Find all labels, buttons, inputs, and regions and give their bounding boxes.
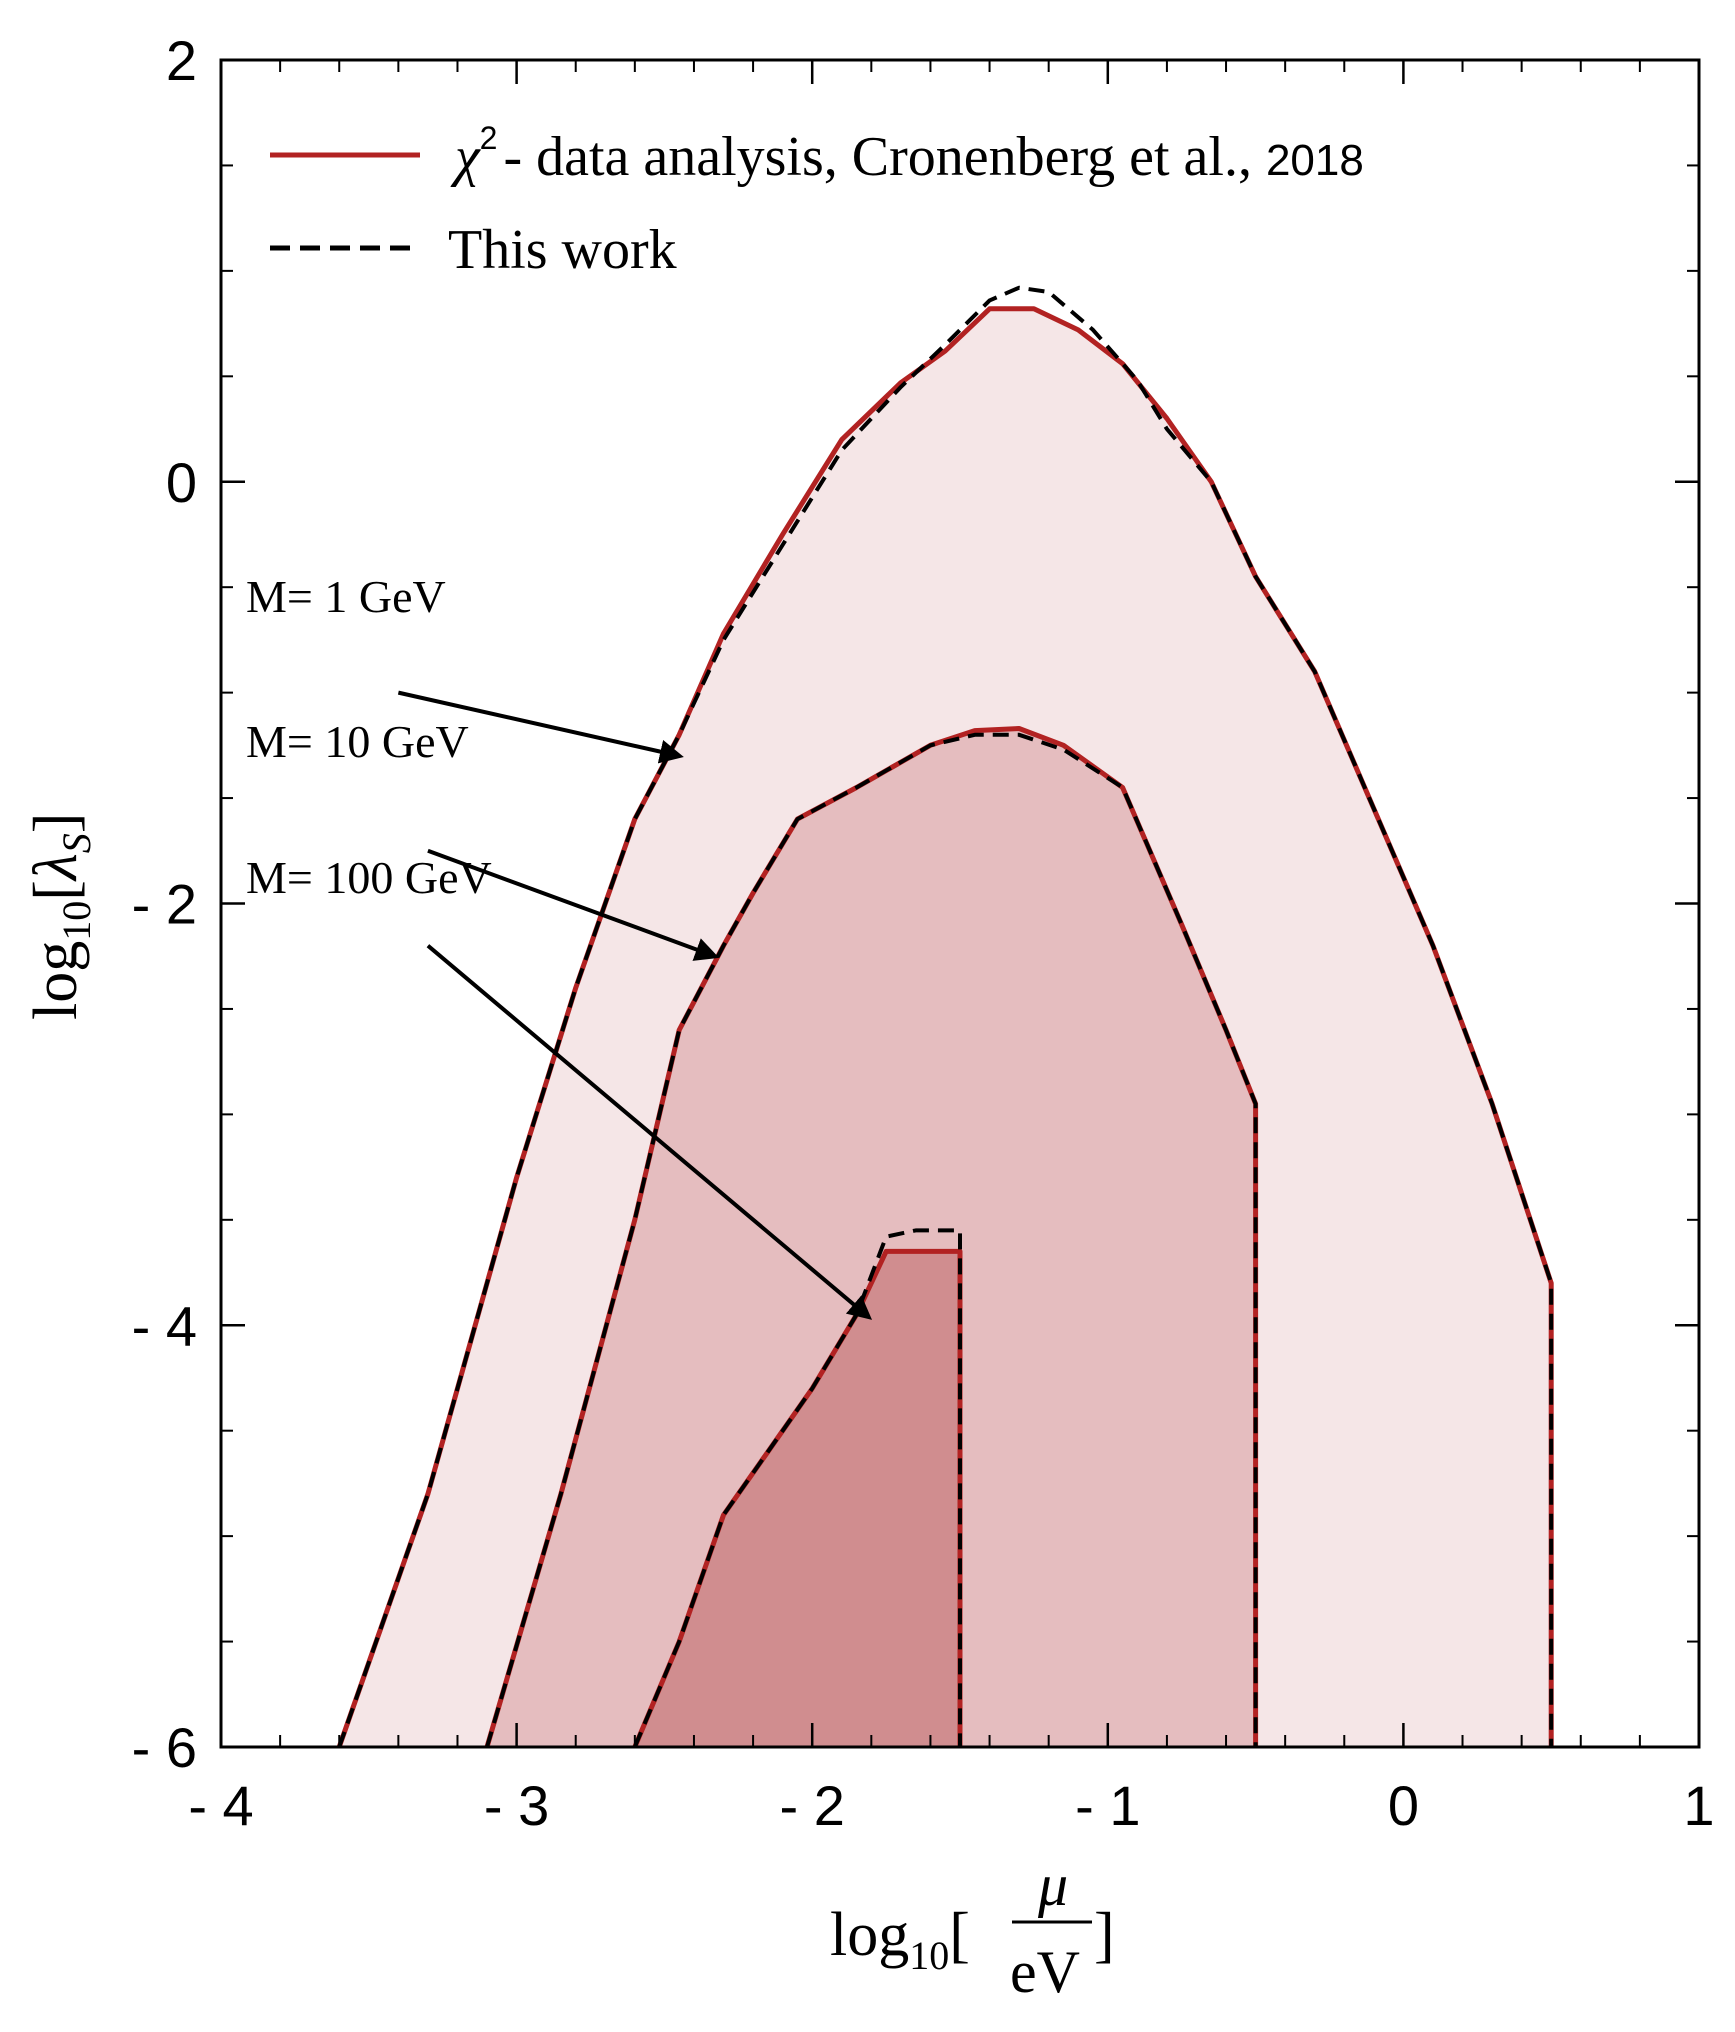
legend-entry-1-year: 2018 xyxy=(1266,136,1364,185)
y-label-log: log xyxy=(22,941,90,1020)
region-m-10-gev xyxy=(487,728,1256,1747)
legend-entry-2: This work xyxy=(448,219,677,281)
x-label-close: ] xyxy=(1094,1901,1115,1969)
x-tick-label: - 2 xyxy=(780,1774,845,1837)
legend-entry-1: χ2- data analysis, Cronenberg et al., 20… xyxy=(450,120,1364,188)
annotation-m10: M= 10 GeV xyxy=(246,716,469,767)
annotation-arrow xyxy=(397,690,684,764)
curve-dashed-m-1-gev xyxy=(337,285,1554,1748)
x-tick-label: - 4 xyxy=(188,1774,253,1837)
y-tick-label: 0 xyxy=(166,451,197,514)
x-label-den: eV xyxy=(1010,1939,1080,2005)
y-tick-label: 2 xyxy=(166,29,197,92)
curve-dashed-m-10-gev xyxy=(485,732,1258,1748)
y-label-text: log10[λS] xyxy=(22,813,99,1020)
y-label-open: [ xyxy=(22,880,90,901)
x-label-open: [ xyxy=(949,1901,970,1969)
x-tick-label: 1 xyxy=(1683,1774,1714,1837)
y-label-sub: 10 xyxy=(54,901,99,941)
annotation-arrow xyxy=(427,848,720,961)
x-label-num: μ xyxy=(1037,1852,1068,1918)
annotations: M= 1 GeV M= 10 GeV M= 100 GeV xyxy=(246,571,873,1320)
y-axis-label: log10[λS] xyxy=(22,813,99,1020)
x-label-log: log xyxy=(830,1901,909,1969)
annotation-m1: M= 1 GeV xyxy=(246,571,446,622)
legend-entry-1-text: - data analysis, Cronenberg et al., xyxy=(503,126,1252,188)
y-label-close: ] xyxy=(22,813,90,834)
y-label-symsub: S xyxy=(54,833,99,853)
axis-ticks: - 4- 3- 2- 1 0 1- 6- 4- 202 xyxy=(132,29,1715,1837)
x-tick-label: - 1 xyxy=(1075,1774,1140,1837)
x-axis-label: log10[ xyxy=(830,1901,970,1978)
y-tick-label: - 4 xyxy=(132,1294,197,1357)
annotation-arrow xyxy=(426,944,873,1320)
y-label-lambda: λ xyxy=(22,853,90,882)
boundary-curves xyxy=(336,285,1554,1748)
y-tick-label: - 6 xyxy=(132,1716,197,1779)
shaded-regions xyxy=(339,308,1552,1747)
legend-chi-power: 2 xyxy=(480,120,498,156)
x-tick-label: 0 xyxy=(1388,1774,1419,1837)
y-tick-label: - 2 xyxy=(132,873,197,936)
x-label-sub: 10 xyxy=(909,1933,949,1978)
region-m-100-gev xyxy=(634,1251,960,1747)
x-tick-label: - 3 xyxy=(484,1774,549,1837)
legend: χ2- data analysis, Cronenberg et al., 20… xyxy=(270,120,1364,281)
legend-chi-symbol: χ xyxy=(450,126,481,188)
curve-dashed-m-100-gev xyxy=(632,1228,962,1748)
